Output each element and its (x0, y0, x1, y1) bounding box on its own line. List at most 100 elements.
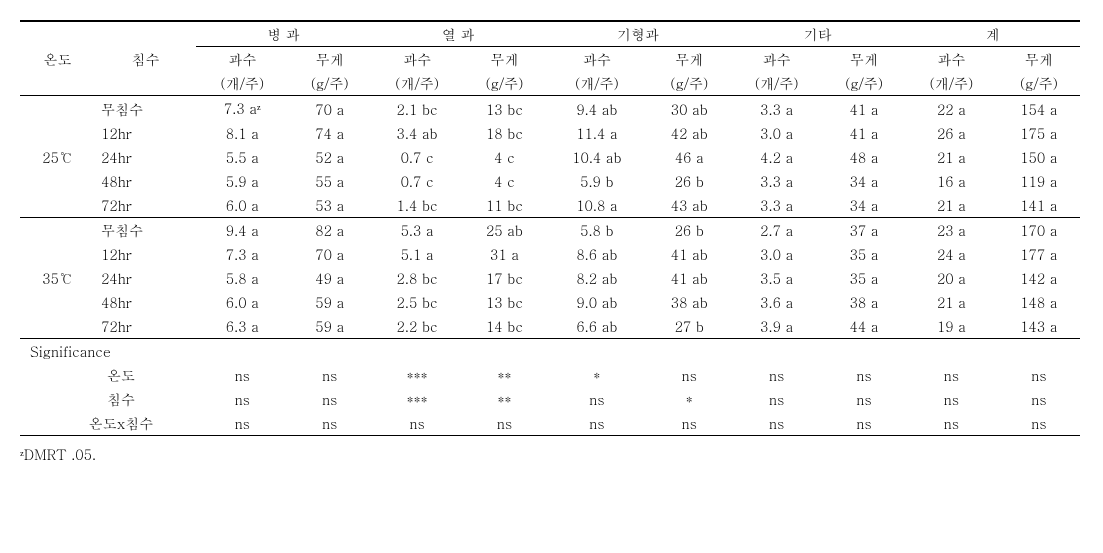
value-cell: 3.3 a (730, 193, 823, 218)
value-cell: 41 ab (648, 242, 730, 266)
sig-row: 온도nsns******nsnsnsnsns (20, 363, 1080, 387)
chim-cell: 24hr (95, 266, 196, 290)
value-cell: 154 a (998, 96, 1080, 122)
table-row: 48hr5.9 a55 a0.7 c4 c5.9 b26 b3.3 a34 a1… (20, 169, 1080, 193)
value-cell: 177 a (998, 242, 1080, 266)
sig-value: ns (371, 411, 464, 436)
header-row-1: 온도 침수 병 과 열 과 기형과 기타 계 (20, 21, 1080, 47)
sig-title-row: Significance (20, 339, 1080, 364)
sub-header: 과수 (546, 47, 649, 72)
value-cell: 4 c (463, 145, 545, 169)
sig-label: 온도x침수 (20, 411, 196, 436)
value-cell: 53 a (289, 193, 371, 218)
sig-value: ** (463, 387, 545, 411)
value-cell: 6.0 a (196, 193, 289, 218)
sig-value: ns (730, 363, 823, 387)
value-cell: 6.6 ab (546, 314, 649, 339)
table-row: 48hr6.0 a59 a2.5 bc13 bc9.0 ab38 ab3.6 a… (20, 290, 1080, 314)
value-cell: 3.0 a (730, 121, 823, 145)
value-cell: 38 a (823, 290, 905, 314)
value-cell: 23 a (905, 218, 998, 243)
sig-value: ns (730, 411, 823, 436)
table-row: 72hr6.3 a59 a2.2 bc14 bc6.6 ab27 b3.9 a4… (20, 314, 1080, 339)
value-cell: 10.4 ab (546, 145, 649, 169)
value-cell: 2.2 bc (371, 314, 464, 339)
sig-value: * (546, 363, 649, 387)
value-cell: 1.4 bc (371, 193, 464, 218)
value-cell: 2.5 bc (371, 290, 464, 314)
value-cell: 55 a (289, 169, 371, 193)
value-cell: 11 bc (463, 193, 545, 218)
sig-value: ** (463, 363, 545, 387)
value-cell: 8.1 a (196, 121, 289, 145)
sig-value: ns (823, 387, 905, 411)
value-cell: 143 a (998, 314, 1080, 339)
sig-value: *** (371, 363, 464, 387)
value-cell: 21 a (905, 290, 998, 314)
sub-header-unit: (g/주) (463, 71, 545, 96)
sub-header-unit: (개/주) (546, 71, 649, 96)
sig-row: 온도x침수nsnsnsnsnsnsnsnsnsns (20, 411, 1080, 436)
value-cell: 13 bc (463, 96, 545, 122)
value-cell: 142 a (998, 266, 1080, 290)
value-cell: 19 a (905, 314, 998, 339)
value-cell: 38 ab (648, 290, 730, 314)
chim-cell: 24hr (95, 145, 196, 169)
footnote: ᶻDMRT .05. (20, 436, 1083, 465)
header-group-4: 계 (905, 21, 1080, 47)
sig-value: ns (289, 411, 371, 436)
value-cell: 59 a (289, 314, 371, 339)
value-cell: 5.8 a (196, 266, 289, 290)
sig-value: ns (905, 363, 998, 387)
value-cell: 2.8 bc (371, 266, 464, 290)
value-cell: 4.2 a (730, 145, 823, 169)
sub-header: 무게 (823, 47, 905, 72)
value-cell: 0.7 c (371, 169, 464, 193)
value-cell: 9.4 a (196, 218, 289, 243)
sub-header: 과수 (196, 47, 289, 72)
sig-value: ns (998, 387, 1080, 411)
value-cell: 5.9 b (546, 169, 649, 193)
sig-value: ns (196, 387, 289, 411)
sig-value: ns (546, 411, 649, 436)
sig-value: ns (730, 387, 823, 411)
value-cell: 10.8 a (546, 193, 649, 218)
sig-value: ns (196, 363, 289, 387)
value-cell: 30 ab (648, 96, 730, 122)
sub-header: 무게 (648, 47, 730, 72)
value-cell: 119 a (998, 169, 1080, 193)
sub-header-unit: (개/주) (371, 71, 464, 96)
sig-value: ns (546, 387, 649, 411)
value-cell: 82 a (289, 218, 371, 243)
sig-value: ns (463, 411, 545, 436)
sig-value: ns (289, 387, 371, 411)
chim-cell: 48hr (95, 169, 196, 193)
value-cell: 7.3 aᶻ (196, 96, 289, 122)
value-cell: 41 a (823, 96, 905, 122)
value-cell: 3.4 ab (371, 121, 464, 145)
temp-cell: 35℃ (20, 218, 95, 339)
value-cell: 34 a (823, 193, 905, 218)
value-cell: 14 bc (463, 314, 545, 339)
value-cell: 16 a (905, 169, 998, 193)
value-cell: 5.8 b (546, 218, 649, 243)
value-cell: 74 a (289, 121, 371, 145)
sig-row: 침수nsns*****ns*nsnsnsns (20, 387, 1080, 411)
sub-header: 과수 (371, 47, 464, 72)
value-cell: 170 a (998, 218, 1080, 243)
sig-value: ns (905, 387, 998, 411)
value-cell: 3.3 a (730, 96, 823, 122)
value-cell: 0.7 c (371, 145, 464, 169)
value-cell: 26 a (905, 121, 998, 145)
value-cell: 8.2 ab (546, 266, 649, 290)
chim-cell: 무침수 (95, 96, 196, 122)
value-cell: 52 a (289, 145, 371, 169)
value-cell: 31 a (463, 242, 545, 266)
value-cell: 70 a (289, 242, 371, 266)
value-cell: 5.1 a (371, 242, 464, 266)
table-row: 24hr5.8 a49 a2.8 bc17 bc8.2 ab41 ab3.5 a… (20, 266, 1080, 290)
sig-value: ns (196, 411, 289, 436)
sig-title: Significance (20, 339, 1080, 364)
sig-label: 온도 (20, 363, 196, 387)
value-cell: 3.3 a (730, 169, 823, 193)
